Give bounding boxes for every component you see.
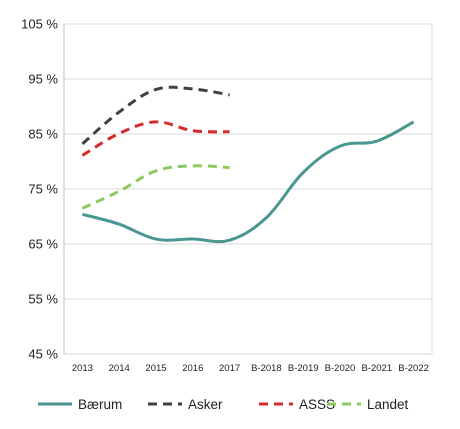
x-tick-label: B-2018	[251, 363, 282, 374]
x-tick-label: 2017	[219, 363, 240, 374]
x-tick-label: 2014	[109, 363, 130, 374]
legend: Bærum Asker ASSS Landet	[38, 397, 409, 412]
y-tick-label: 65 %	[28, 237, 58, 252]
series-lines	[81, 85, 415, 244]
legend-label: ASSS	[299, 397, 335, 412]
x-tick-labels: 2013 2014 2015 2016 2017 B-2018 B-2019 B-2020 B-…	[72, 363, 429, 374]
y-tick-label: 75 %	[28, 182, 58, 197]
series-line-bærum	[82, 120, 415, 244]
axes	[63, 24, 433, 354]
x-tick-label: B-2021	[361, 363, 392, 374]
gridlines	[64, 23, 432, 355]
series-line-asss	[81, 120, 230, 157]
series-line-asker	[81, 85, 230, 146]
y-tick-label: 85 %	[28, 127, 58, 142]
y-tick-label: 95 %	[28, 72, 58, 87]
x-tick-label: B-2022	[398, 363, 429, 374]
legend-label: Asker	[188, 397, 223, 412]
y-tick-label: 45 %	[28, 347, 58, 362]
x-tick-label: 2013	[72, 363, 93, 374]
x-tick-label: 2015	[145, 363, 166, 374]
y-tick-labels: 45 % 55 % 65 % 75 % 85 % 95 % 105 %	[21, 17, 58, 362]
x-tick-label: B-2020	[325, 363, 356, 374]
y-tick-label: 55 %	[28, 292, 58, 307]
legend-label: Landet	[367, 397, 409, 412]
y-tick-label: 105 %	[21, 17, 58, 32]
x-tick-label: 2016	[182, 363, 203, 374]
series-line-landet	[81, 164, 230, 210]
x-tick-label: B-2019	[288, 363, 319, 374]
legend-label: Bærum	[78, 397, 122, 412]
